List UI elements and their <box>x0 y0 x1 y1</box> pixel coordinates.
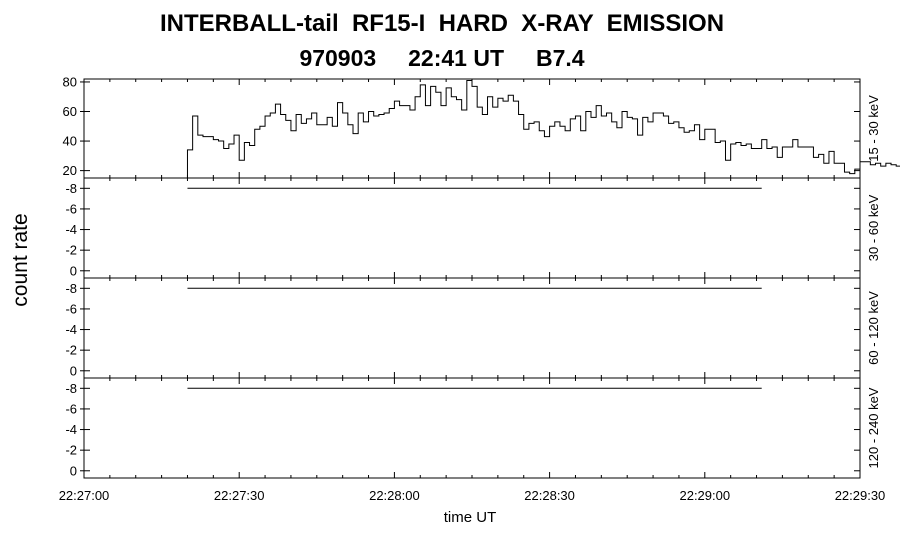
panel-energy-label: 30 - 60 keV <box>866 194 881 261</box>
y-tick-label: -6 <box>65 301 77 316</box>
y-tick-label: -4 <box>65 322 77 337</box>
y-tick-label: 0 <box>70 363 77 378</box>
y-tick-label: -8 <box>65 281 77 296</box>
y-tick-label: 20 <box>63 163 77 178</box>
y-tick-label: 0 <box>70 463 77 478</box>
y-tick-label: -4 <box>65 222 77 237</box>
panel-3: 0 -2 -4 -6 -8 60 - 120 keV <box>65 277 881 379</box>
y-tick-label: -6 <box>65 201 77 216</box>
x-tick-label: 22:28:30 <box>524 488 575 503</box>
y-axis-label: count rate <box>9 213 32 306</box>
y-tick-label: 60 <box>63 104 77 119</box>
x-tick-label: 22:29:00 <box>679 488 730 503</box>
panel-2: 0 -2 -4 -6 -8 30 - 60 keV <box>65 177 881 279</box>
panel-frame <box>83 177 861 279</box>
panel-energy-label: 15 - 30 keV <box>866 95 881 162</box>
y-tick-label: -6 <box>65 401 77 416</box>
y-tick-label: 40 <box>63 134 77 149</box>
x-tick-label: 22:27:00 <box>59 488 110 503</box>
x-tick-label: 22:28:00 <box>369 488 420 503</box>
panel-energy-label: 120 - 240 keV <box>866 387 881 468</box>
y-tick-label: -8 <box>65 381 77 396</box>
y-tick-label: -2 <box>65 243 77 258</box>
y-tick-label: 80 <box>63 74 77 89</box>
y-tick-label: 0 <box>70 263 77 278</box>
panel-frame <box>83 277 861 379</box>
x-axis: 22:27:00 22:27:30 22:28:00 22:28:30 22:29:00… <box>59 488 886 503</box>
x-tick-label: 22:27:30 <box>214 488 265 503</box>
x-tick-label: 22:29:30 <box>835 488 886 503</box>
panel-energy-label: 60 - 120 keV <box>866 291 881 365</box>
y-tick-label: -2 <box>65 343 77 358</box>
panel-4: 0 -2 -4 -6 -8 120 - 240 keV <box>65 377 881 479</box>
series-line <box>186 79 900 178</box>
panel-frame <box>83 377 861 479</box>
x-axis-label: time UT <box>444 509 497 526</box>
chart-subtitle: 970903 22:41 UT B7.4 <box>299 45 585 71</box>
panel-frame <box>83 78 861 179</box>
chart-title: INTERBALL-tail RF15-I HARD X-RAY EMISSIO… <box>159 10 725 37</box>
panel-1: 20 40 60 80 15 - 30 keV <box>63 74 900 179</box>
y-tick-label: -4 <box>65 422 77 437</box>
y-tick-label: -8 <box>65 181 77 196</box>
y-tick-label: -2 <box>65 443 77 458</box>
